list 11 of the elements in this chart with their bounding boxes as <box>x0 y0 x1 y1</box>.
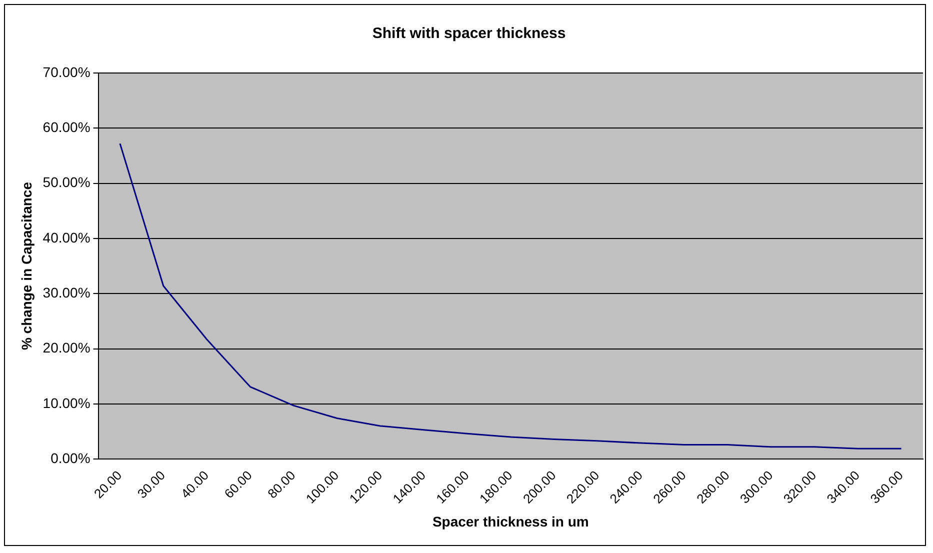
y-tick-label: 50.00% <box>42 174 90 190</box>
y-tick-label: 20.00% <box>42 340 90 356</box>
y-tick-label: 60.00% <box>42 119 90 136</box>
y-tick-label: 30.00% <box>42 284 90 300</box>
y-axis-title: % change in Capacitance <box>18 182 34 350</box>
y-tick-label: 70.00% <box>42 64 90 80</box>
y-tick-label: 40.00% <box>42 229 90 246</box>
x-axis-title: Spacer thickness in um <box>432 513 589 530</box>
y-tick-label: 10.00% <box>42 394 90 411</box>
y-tick-label: 0.00% <box>50 450 90 466</box>
chart-title: Shift with spacer thickness <box>372 25 566 42</box>
